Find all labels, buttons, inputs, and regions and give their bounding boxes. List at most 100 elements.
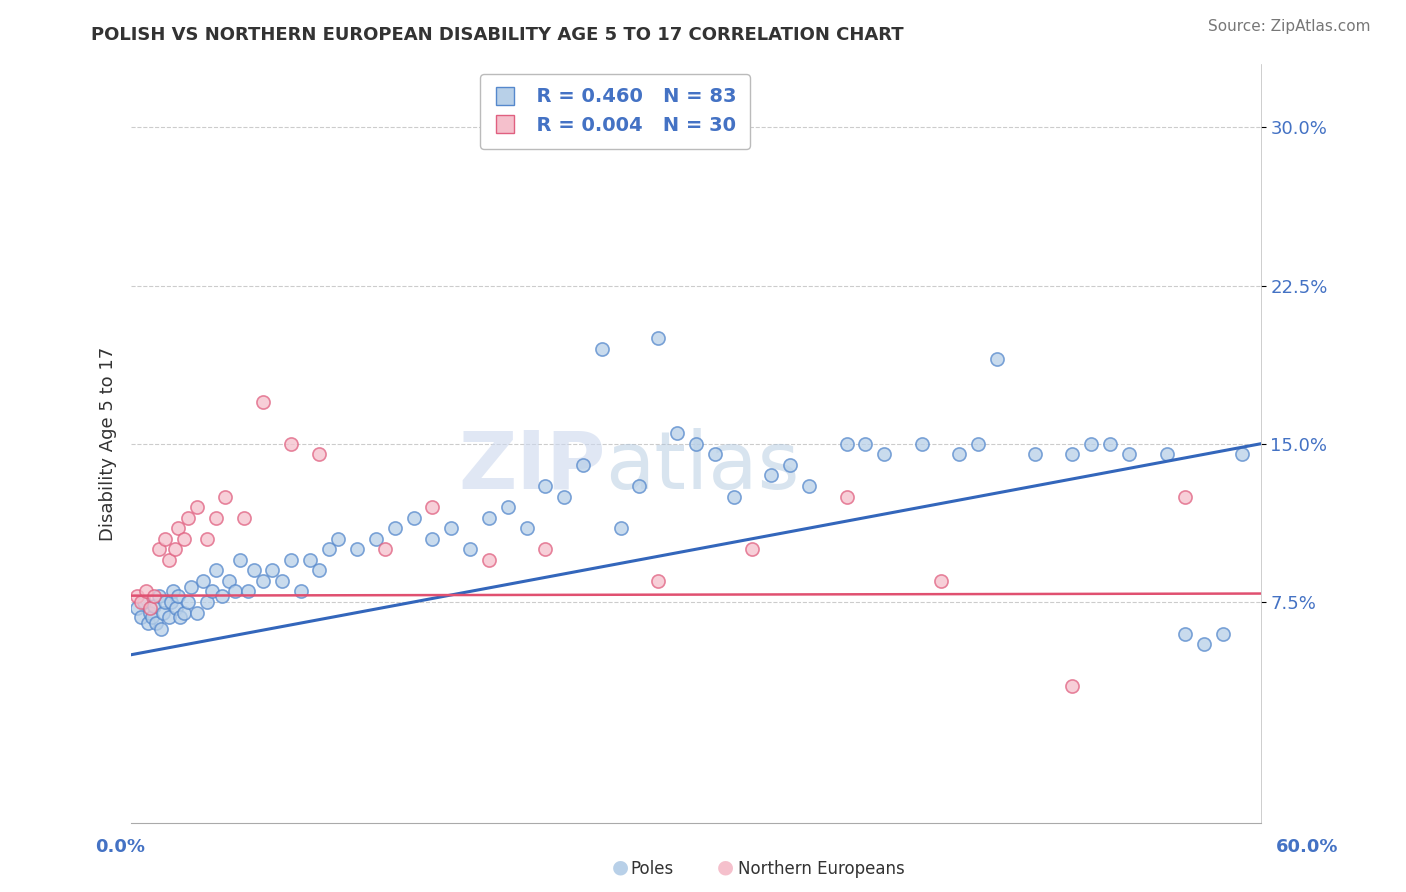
Point <box>205 563 228 577</box>
Point <box>779 458 801 472</box>
Point <box>647 574 669 588</box>
Point <box>129 595 152 609</box>
Point <box>252 394 274 409</box>
Point <box>142 599 165 614</box>
Point <box>929 574 952 588</box>
Point <box>1080 437 1102 451</box>
Point <box>224 584 246 599</box>
Point <box>1118 447 1140 461</box>
Point <box>195 595 218 609</box>
Point <box>142 589 165 603</box>
Point <box>145 616 167 631</box>
Point <box>270 574 292 588</box>
Point <box>136 616 159 631</box>
Point <box>948 447 970 461</box>
Point <box>229 553 252 567</box>
Point <box>318 542 340 557</box>
Text: ●: ● <box>612 857 628 876</box>
Point <box>141 609 163 624</box>
Point <box>308 447 330 461</box>
Point <box>723 490 745 504</box>
Point <box>157 609 180 624</box>
Point <box>148 542 170 557</box>
Point <box>422 500 444 514</box>
Point <box>1062 679 1084 693</box>
Point <box>440 521 463 535</box>
Point <box>534 479 557 493</box>
Point <box>666 426 689 441</box>
Point <box>167 521 190 535</box>
Text: Poles: Poles <box>630 860 673 878</box>
Y-axis label: Disability Age 5 to 17: Disability Age 5 to 17 <box>100 347 117 541</box>
Point <box>422 532 444 546</box>
Point <box>169 609 191 624</box>
Point <box>609 521 631 535</box>
Point <box>647 331 669 345</box>
Point <box>1212 626 1234 640</box>
Point <box>162 584 184 599</box>
Point <box>153 532 176 546</box>
Text: Northern Europeans: Northern Europeans <box>738 860 905 878</box>
Point <box>180 580 202 594</box>
Point <box>290 584 312 599</box>
Point <box>986 352 1008 367</box>
Point <box>262 563 284 577</box>
Point <box>873 447 896 461</box>
Point <box>835 437 858 451</box>
Text: 60.0%: 60.0% <box>1277 838 1339 855</box>
Point <box>177 595 200 609</box>
Point <box>741 542 763 557</box>
Point <box>478 553 501 567</box>
Point <box>211 589 233 603</box>
Point <box>1192 637 1215 651</box>
Point <box>685 437 707 451</box>
Point <box>252 574 274 588</box>
Legend:   R = 0.460   N = 83,   R = 0.004   N = 30: R = 0.460 N = 83, R = 0.004 N = 30 <box>479 74 749 149</box>
Point <box>675 120 697 135</box>
Point <box>534 542 557 557</box>
Text: ●: ● <box>717 857 734 876</box>
Point <box>134 595 156 609</box>
Point <box>218 574 240 588</box>
Point <box>478 510 501 524</box>
Point <box>129 609 152 624</box>
Text: Source: ZipAtlas.com: Source: ZipAtlas.com <box>1208 20 1371 34</box>
Point <box>628 479 651 493</box>
Point <box>374 542 396 557</box>
Point <box>125 601 148 615</box>
Point <box>233 510 256 524</box>
Point <box>139 606 162 620</box>
Point <box>173 606 195 620</box>
Text: ZIP: ZIP <box>458 427 606 506</box>
Point <box>163 542 186 557</box>
Point <box>1174 490 1197 504</box>
Point <box>186 500 208 514</box>
Point <box>1174 626 1197 640</box>
Point <box>402 510 425 524</box>
Point <box>165 601 187 615</box>
Point <box>157 553 180 567</box>
Point <box>214 490 236 504</box>
Point <box>911 437 934 451</box>
Text: POLISH VS NORTHERN EUROPEAN DISABILITY AGE 5 TO 17 CORRELATION CHART: POLISH VS NORTHERN EUROPEAN DISABILITY A… <box>91 26 904 44</box>
Point <box>201 584 224 599</box>
Point <box>139 601 162 615</box>
Text: 0.0%: 0.0% <box>96 838 146 855</box>
Point <box>191 574 214 588</box>
Text: atlas: atlas <box>606 427 800 506</box>
Point <box>1062 447 1084 461</box>
Point <box>159 595 181 609</box>
Point <box>761 468 783 483</box>
Point <box>280 553 302 567</box>
Point <box>1156 447 1178 461</box>
Point <box>205 510 228 524</box>
Point <box>242 563 264 577</box>
Point <box>967 437 990 451</box>
Point <box>458 542 481 557</box>
Point <box>308 563 330 577</box>
Point <box>1230 447 1253 461</box>
Point <box>591 342 613 356</box>
Point <box>299 553 322 567</box>
Point <box>1099 437 1122 451</box>
Point <box>515 521 537 535</box>
